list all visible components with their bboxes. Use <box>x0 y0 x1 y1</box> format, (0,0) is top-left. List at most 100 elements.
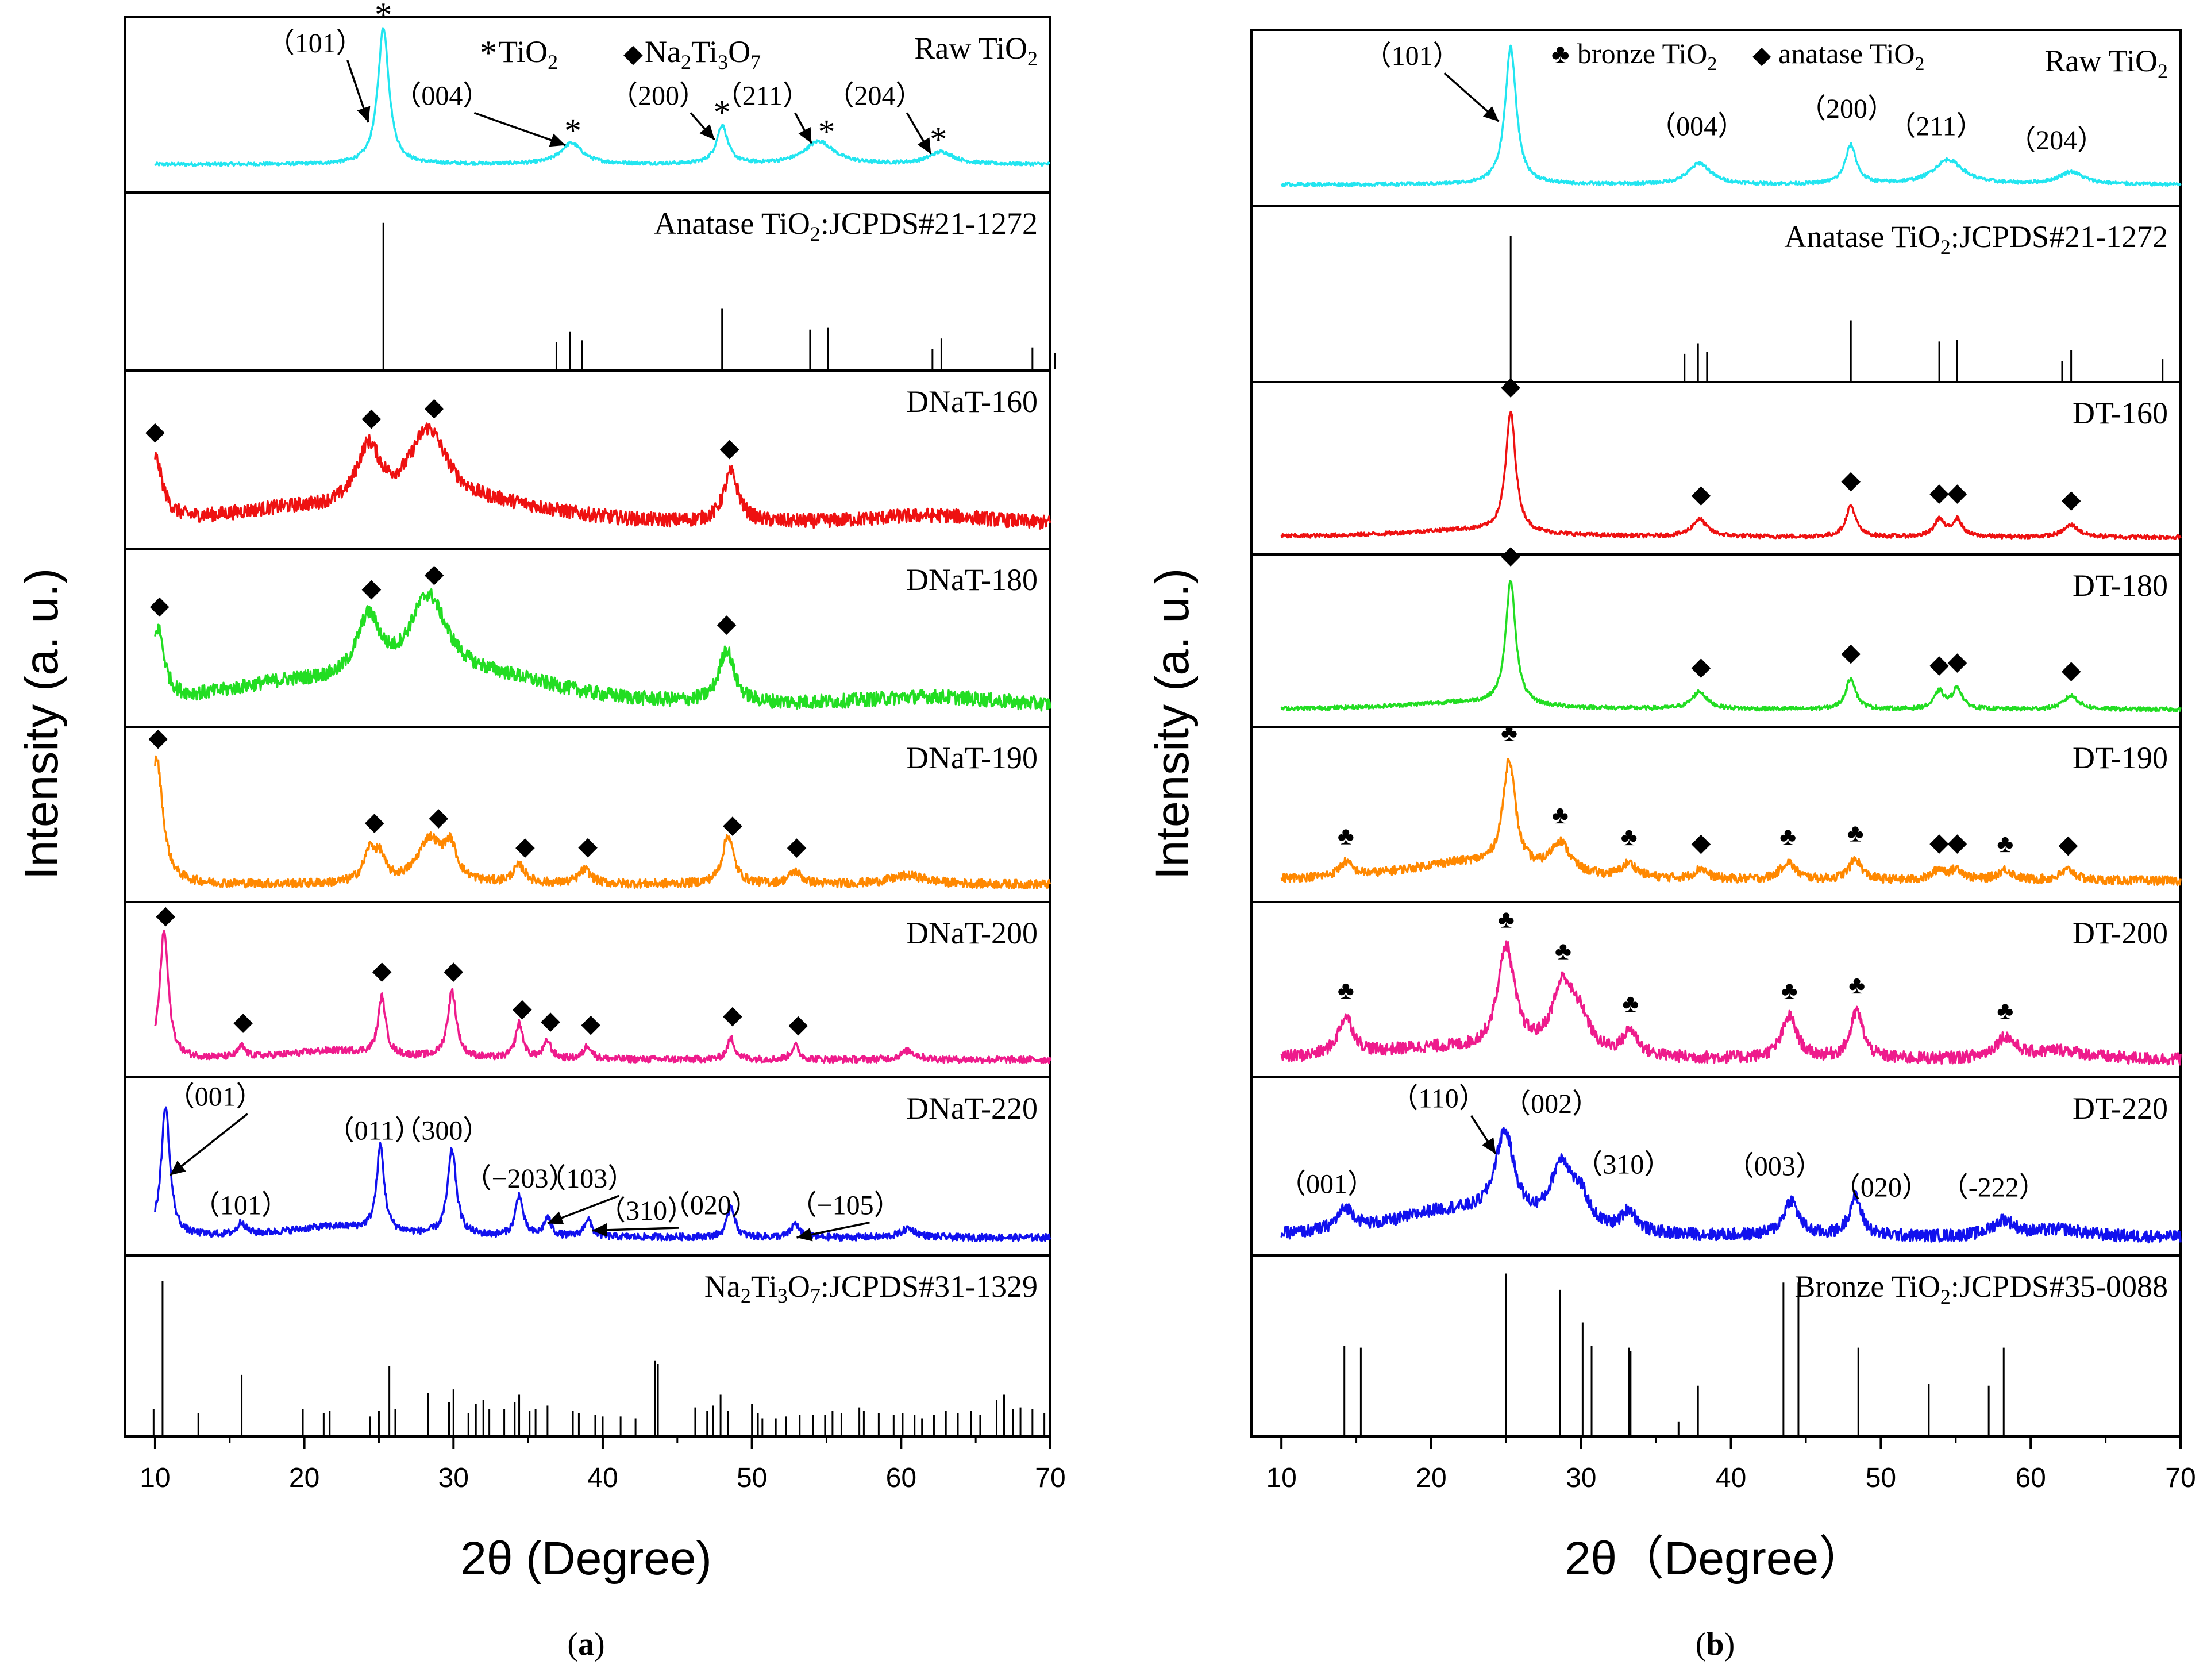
star-marker: * <box>930 121 947 159</box>
series-label: DNaT-180 <box>906 562 1038 597</box>
legend-tio2: TiO2 <box>499 34 558 74</box>
club-marker: ♣ <box>1552 801 1569 829</box>
diamond-marker: ◆ <box>1929 478 1949 506</box>
series-dnat-220: DNaT-220（001）（101）（011）（300）（−203）（103）（… <box>154 1082 1051 1242</box>
diamond-marker: ◆ <box>581 1009 600 1038</box>
miller-index-label: （200） <box>610 81 707 111</box>
diamond-marker: ◆ <box>145 417 165 445</box>
club-marker: ♣ <box>1622 989 1639 1018</box>
club-marker: ♣ <box>1779 822 1796 850</box>
legend-diamond: ◆ <box>623 40 643 68</box>
series-label: Bronze TiO2:JCPDS#35-0088 <box>1794 1269 2168 1308</box>
series-dnat-160: ◆ ◆ ◆ ◆ DNaT-160 <box>145 384 1051 530</box>
diamond-marker: ◆ <box>2058 830 2078 858</box>
miller-index-label: （300） <box>394 1116 490 1146</box>
star-marker: * <box>375 0 392 34</box>
series-dt-200: ♣ ♣ ♣ ♣ ♣ ♣ ♣ DT-200 <box>1280 905 2182 1066</box>
series-raw-tio2: * * * * * Raw TiO2 （101） （004） （200） （211） （204） <box>154 0 1051 167</box>
diamond-marker: ◆ <box>365 808 384 836</box>
diamond-marker: ◆ <box>2062 656 2081 684</box>
club-marker: ♣ <box>1498 905 1515 933</box>
panel-label: (b) <box>1696 1627 1735 1662</box>
x-tick-label: 50 <box>737 1463 767 1493</box>
diamond-marker: ◆ <box>156 901 175 929</box>
diamond-marker: ◆ <box>425 560 444 588</box>
annotation-arrow <box>473 111 566 147</box>
diamond-marker: ◆ <box>372 957 392 985</box>
arrowhead <box>796 1227 813 1242</box>
miller-index-label: （200） <box>1798 94 1895 124</box>
diamond-marker: ◆ <box>1691 829 1711 857</box>
diamond-marker: ◆ <box>362 574 382 602</box>
x-axis-title: 2θ（Degree） <box>1565 1532 1866 1585</box>
series-label: Anatase TiO2:JCPDS#21-1272 <box>654 206 1038 245</box>
arrowhead <box>357 106 371 122</box>
arrowhead <box>170 1160 186 1176</box>
diamond-marker: ◆ <box>788 1010 808 1038</box>
diamond-marker: ◆ <box>723 810 742 838</box>
miller-index-label: （211） <box>715 81 810 111</box>
panel-b: 10 20 30 40 50 60 70 2θ（Degree） Intensity (a. u.… <box>1146 29 2196 1662</box>
diamond-marker: ◆ <box>1501 541 1520 569</box>
club-marker: ♣ <box>1997 830 2013 858</box>
club-marker: ♣ <box>1621 823 1638 851</box>
y-axis-title: Intensity (a. u.) <box>1146 568 1199 880</box>
x-tick-label: 50 <box>1866 1463 1896 1493</box>
miller-index-label: （-222） <box>1941 1173 2047 1203</box>
diffraction-pattern <box>154 930 1051 1064</box>
arrowhead <box>798 127 812 144</box>
series-bronze-tio2-reference: Bronze TiO2:JCPDS#35-0088 <box>1343 1269 2168 1435</box>
miller-index-label: （002） <box>1503 1089 1600 1119</box>
arrowhead <box>917 137 931 154</box>
diamond-marker: ◆ <box>444 956 463 984</box>
arrowhead <box>547 1211 564 1225</box>
plot-frame <box>1250 29 2182 1438</box>
star-marker: * <box>818 113 835 151</box>
diffraction-pattern <box>1280 44 2182 187</box>
x-tick-label: 70 <box>2165 1463 2195 1493</box>
x-tick-label: 40 <box>587 1463 618 1493</box>
diamond-marker: ◆ <box>787 832 807 860</box>
series-label: Raw TiO2 <box>914 31 1038 70</box>
series-dt-160: ◆◆ ◆ ◆◆ ◆DT-160 <box>1280 372 2182 540</box>
diamond-marker: ◆ <box>717 610 737 638</box>
arrowhead <box>699 124 715 140</box>
x-tick-label: 60 <box>886 1463 916 1493</box>
diamond-marker: ◆ <box>1947 829 1967 857</box>
arrowhead <box>1482 1137 1496 1154</box>
series-label: DNaT-190 <box>906 741 1038 775</box>
miller-index-label: （310） <box>598 1196 695 1226</box>
miller-index-label: （110） <box>1391 1084 1486 1114</box>
diffraction-pattern <box>1280 757 2182 887</box>
series-dnat-180: ◆ ◆ ◆ ◆ DNaT-180 <box>150 560 1051 712</box>
x-tick-label: 60 <box>2015 1463 2046 1493</box>
x-tick-label: 70 <box>1035 1463 1065 1493</box>
series-label: Na2Ti3O7:JCPDS#31-1329 <box>704 1269 1038 1307</box>
legend-bronze: bronze TiO2 <box>1577 37 1717 75</box>
star-marker: * <box>564 111 581 149</box>
diamond-marker: ◆ <box>723 1001 742 1029</box>
diamond-marker: ◆ <box>513 994 532 1022</box>
club-marker: ♣ <box>1555 937 1571 965</box>
series-label: DNaT-200 <box>906 916 1038 950</box>
series-label: DNaT-160 <box>906 384 1038 419</box>
diamond-marker: ◆ <box>150 591 170 619</box>
diamond-marker: ◆ <box>515 833 535 861</box>
miller-index-label: （204） <box>826 81 923 111</box>
diamond-marker: ◆ <box>1947 647 1967 675</box>
legend: ♣ bronze TiO2 ◆ anatase TiO2 <box>1551 37 1925 75</box>
legend: * TiO2 ◆ Na2Ti3O7 <box>480 34 761 74</box>
diamond-marker: ◆ <box>1947 478 1967 506</box>
club-marker: ♣ <box>1848 971 1865 999</box>
series-dt-190: ♣♣♣♣ ◆ ♣ ♣ ◆◆ ♣ ◆DT-190 <box>1280 718 2182 887</box>
series-dnat-190: ◆ ◆ ◆ ◆ ◆ ◆ ◆ DNaT-190 <box>148 723 1051 889</box>
panel-label: (a) <box>567 1627 604 1662</box>
miller-index-label: （103） <box>538 1163 635 1194</box>
x-tick-label: 40 <box>1716 1463 1746 1493</box>
diamond-marker: ◆ <box>1841 638 1861 666</box>
legend-diamond: ◆ <box>1752 41 1771 68</box>
miller-index-label: （001） <box>167 1082 264 1112</box>
series-label: DNaT-220 <box>906 1091 1038 1126</box>
series-dt-180: ◆◆ ◆ ◆◆ ◆DT-180 <box>1280 541 2182 712</box>
